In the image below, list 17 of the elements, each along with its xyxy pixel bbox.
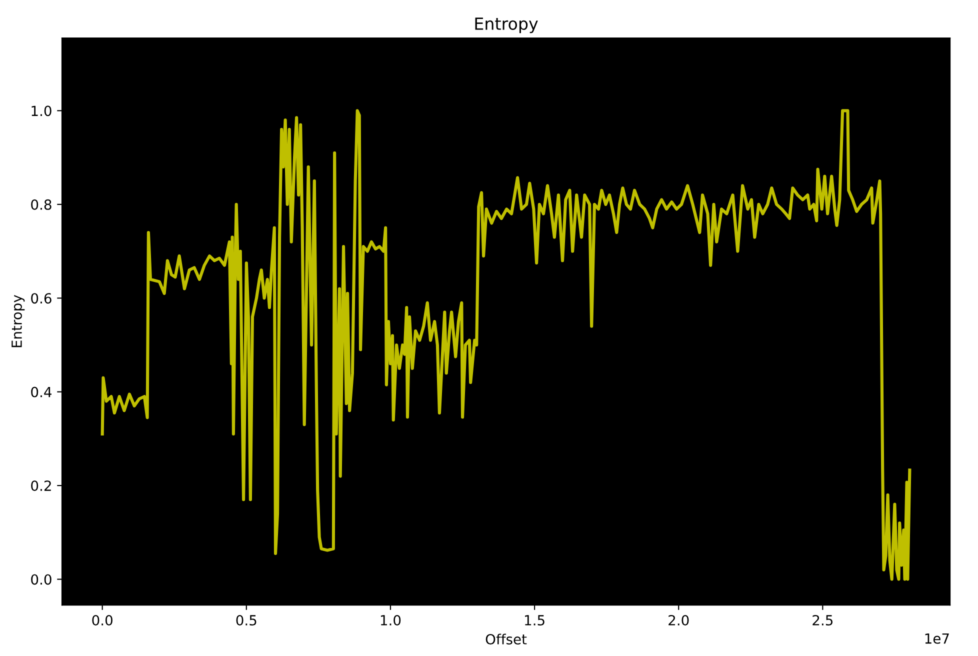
text: 1e7 (925, 633, 949, 644)
chart-title: Entropy (475, 18, 538, 34)
x-tick-label: 2.0 (668, 614, 689, 626)
y-tick-label: 0.8 (31, 199, 52, 210)
y-tick-label: 1.0 (32, 106, 52, 116)
x-axis-title: Offset (486, 634, 527, 644)
x-tick-label: 2.5 (812, 614, 833, 626)
x-tick-label: 0.0 (92, 614, 112, 626)
y-tick-label: 0.0 (31, 574, 52, 585)
y-tick-label: 0.2 (31, 480, 51, 492)
x-tick-label: 1.5 (525, 615, 544, 626)
y-axis-title: Entropy (12, 294, 25, 348)
y-tick-label: 0.6 (31, 293, 52, 304)
line-series (100, 109, 912, 581)
x-tick-label: 0.5 (236, 614, 256, 626)
x-tick-label: 1.0 (380, 614, 401, 626)
y-tick-label: 0.4 (31, 386, 52, 398)
